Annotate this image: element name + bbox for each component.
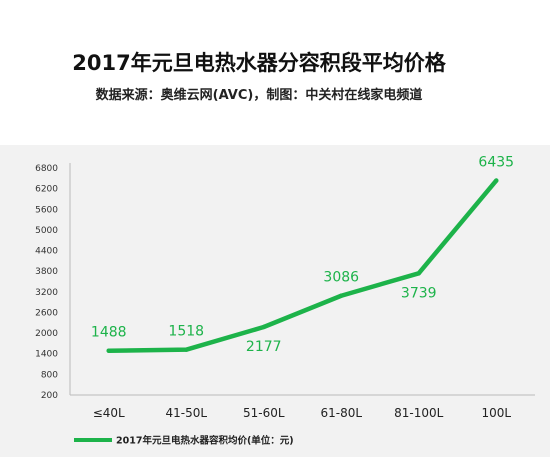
data-label: 1518 bbox=[168, 324, 204, 340]
x-tick-label: 51-60L bbox=[243, 406, 285, 420]
series-line bbox=[106, 178, 499, 353]
x-tick-label: 61-80L bbox=[320, 406, 362, 420]
x-tick-label: 81-100L bbox=[394, 406, 444, 420]
data-point bbox=[339, 293, 344, 298]
chart-subtitle: 数据来源：奥维云网(AVC)，制图：中关村在线家电频道 bbox=[95, 88, 423, 103]
y-tick-label: 4400 bbox=[35, 247, 58, 257]
y-tick-label: 1400 bbox=[35, 350, 58, 360]
data-label: 3739 bbox=[401, 285, 437, 301]
data-point bbox=[261, 324, 266, 330]
y-tick-label: 3800 bbox=[35, 267, 58, 277]
y-tick-label: 3200 bbox=[35, 288, 58, 298]
data-label: 1488 bbox=[91, 325, 127, 341]
data-label: 6435 bbox=[478, 155, 514, 171]
data-point bbox=[106, 348, 111, 353]
x-tick-label: ≤40L bbox=[93, 406, 125, 420]
y-tick-label: 6800 bbox=[35, 164, 58, 174]
data-label: 3086 bbox=[323, 270, 359, 286]
y-tick-label: 800 bbox=[41, 370, 58, 380]
chart-title: 2017年元旦电热水器分容积段平均价格 bbox=[72, 51, 446, 75]
data-point bbox=[494, 178, 499, 183]
data-point bbox=[184, 347, 189, 352]
plot-background bbox=[0, 145, 550, 457]
y-tick-label: 5000 bbox=[35, 226, 58, 236]
y-tick-label: 2600 bbox=[35, 308, 58, 318]
y-tick-label: 6200 bbox=[35, 185, 58, 195]
data-point bbox=[416, 271, 421, 276]
x-tick-label: 100L bbox=[481, 406, 511, 420]
y-tick-label: 5600 bbox=[35, 205, 58, 215]
x-tick-label: 41-50L bbox=[165, 406, 207, 420]
legend-label: 2017年元旦电热水器容积均价(单位：元) bbox=[116, 435, 294, 447]
y-tick-label: 200 bbox=[41, 391, 58, 401]
y-tick-label: 2000 bbox=[35, 329, 58, 339]
data-label: 2177 bbox=[246, 339, 282, 355]
